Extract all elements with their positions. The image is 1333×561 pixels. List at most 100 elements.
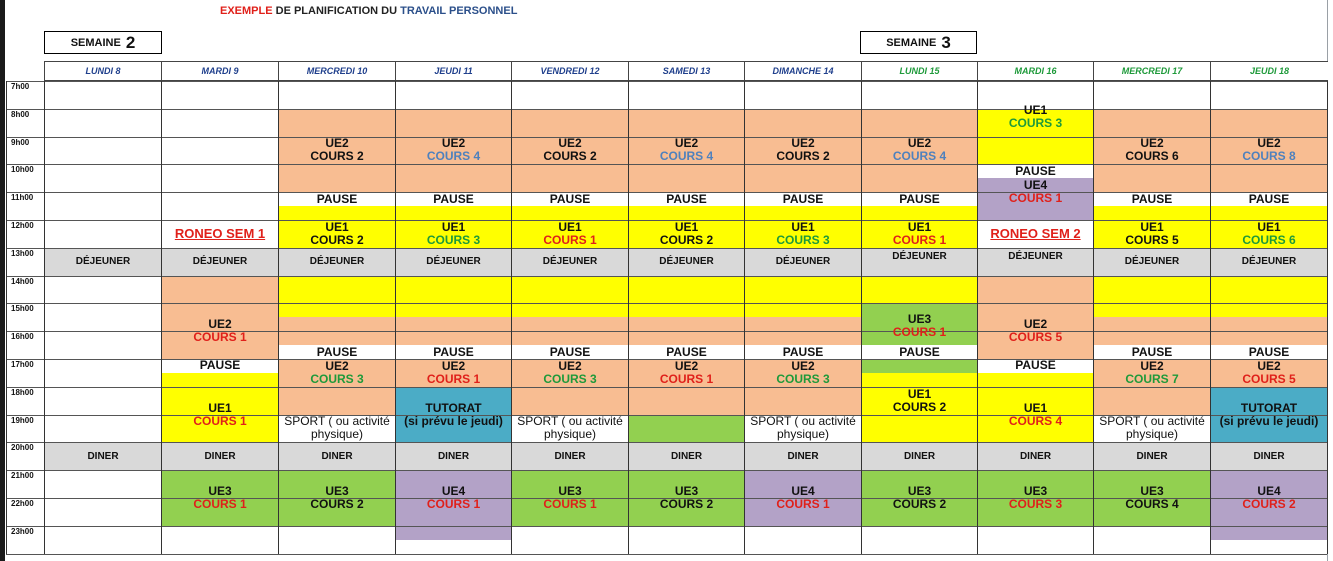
cell-text: DÉJEUNER <box>512 248 628 276</box>
hour-label: 12h00 <box>11 221 34 230</box>
schedule-block <box>396 470 511 540</box>
cell-line-title: UE2 <box>791 358 815 373</box>
cell-line-title: UE2 <box>441 358 466 373</box>
cell-text: PAUSE <box>745 192 861 206</box>
schedule-block <box>45 247 161 276</box>
schedule-block <box>862 206 977 248</box>
cell-text: UE1 COURS 2 <box>279 220 395 248</box>
schedule-block <box>279 108 395 193</box>
row-line <box>6 331 1327 332</box>
cell-text: UE2 COURS 3 <box>512 359 628 387</box>
cell-text: UE1 COURS 2 <box>862 387 977 415</box>
cell-line-course: COURS 1 <box>193 413 247 428</box>
row-line <box>6 554 1327 555</box>
cell-line-course: COURS 3 <box>1008 116 1063 131</box>
cell-line-title: UE3 <box>907 483 932 498</box>
schedule-block <box>1211 206 1327 248</box>
hour-label: 10h00 <box>11 165 34 175</box>
title-part-2: DE PLANIFICATION DU <box>272 5 401 17</box>
cell-line-title: UE1 <box>558 219 582 234</box>
cell-text: UE4 COURS 2 <box>1211 484 1327 512</box>
hour-label: 14h00 <box>11 276 34 286</box>
cell-line-title: UE2 <box>1023 317 1048 332</box>
cell-line-course: COURS 4 <box>1125 496 1179 511</box>
cell-line-course: COURS 2 <box>310 232 364 247</box>
hour-label: 16h00 <box>11 332 34 342</box>
cell-line-title: DINER <box>321 450 353 462</box>
cell-line-title: PAUSE <box>666 191 707 206</box>
day-header: SAMEDI 13 <box>628 61 744 81</box>
cell-text: UE3 COURS 4 <box>1094 470 1210 526</box>
cell-line-title: DINER <box>1136 450 1168 462</box>
schedule-block <box>279 470 395 526</box>
row-line <box>6 192 1327 193</box>
cell-line-title: SPORT ( ou activité <box>284 414 390 429</box>
schedule-block <box>512 275 628 318</box>
cell-line-title: UE1 <box>1140 219 1164 234</box>
row-line <box>6 415 1327 416</box>
cell-line-title: DÉJEUNER <box>75 256 131 268</box>
cell-text: UE2 COURS 5 <box>1211 359 1327 387</box>
cell-line-course: COURS 1 <box>659 371 714 386</box>
cell-line-title: UE1 <box>1257 219 1281 234</box>
column-line <box>628 81 629 554</box>
schedule-block <box>162 372 278 443</box>
schedule-block <box>978 247 1093 276</box>
day-header: MARDI 16 <box>977 61 1093 81</box>
day-header: MERCREDI 17 <box>1093 61 1210 81</box>
schedule-block <box>629 247 744 276</box>
schedule-block <box>862 108 977 193</box>
cell-text: UE2 COURS 2 <box>512 137 628 165</box>
cell-line-course: COURS 2 <box>310 149 364 164</box>
cell-line-title: RONEO SEM 2 <box>990 226 1081 242</box>
cell-text: PAUSE <box>1211 345 1327 359</box>
cell-text: UE1 COURS 3 <box>978 104 1093 130</box>
hour-label: 7h00 <box>11 82 30 91</box>
schedule-block <box>162 247 278 276</box>
cell-text: PAUSE <box>978 359 1093 373</box>
schedule-block <box>1094 206 1210 248</box>
cell-line-title: DINER <box>437 450 470 462</box>
cell-text: DINER <box>629 442 744 470</box>
hour-label: 21h00 <box>11 471 34 481</box>
cell-line-title: UE1 <box>674 219 699 234</box>
cell-line-course: COURS 3 <box>776 371 830 386</box>
schedule-block <box>978 108 1093 165</box>
cell-line-course: COURS 2 <box>1242 496 1296 511</box>
schedule-block <box>745 108 861 193</box>
cell-text: PAUSE <box>512 345 628 359</box>
cell-text: DÉJEUNER <box>745 248 861 276</box>
row-line <box>6 498 1327 499</box>
cell-text: UE4 COURS 1 <box>396 484 511 512</box>
cell-line-course: COURS 4 <box>892 149 947 164</box>
cell-line-title: UE4 <box>441 483 466 498</box>
cell-line-course: COURS 5 <box>1125 232 1179 247</box>
cell-text: PAUSE <box>396 345 511 359</box>
schedule-block <box>396 442 511 471</box>
cell-line-title: PAUSE <box>899 344 940 359</box>
cell-line-title: UE2 <box>674 358 699 373</box>
cell-line-title: UE2 <box>1257 358 1281 373</box>
schedule-block <box>745 442 861 471</box>
page-title: EXEMPLE DE PLANIFICATION DU TRAVAIL PERS… <box>220 5 517 17</box>
cell-line-title: DÉJEUNER <box>775 256 831 268</box>
schedule-block <box>862 359 977 373</box>
cell-text: PAUSE <box>745 345 861 359</box>
title-part-1: EXEMPLE <box>220 5 273 17</box>
schedule-block <box>629 414 744 443</box>
cell-text: SPORT ( ou activité physique) <box>279 415 395 443</box>
title-part-3: TRAVAIL PERSONNEL <box>400 5 518 17</box>
schedule-block <box>512 442 628 471</box>
cell-text: DINER <box>978 442 1093 470</box>
cell-text: UE3 COURS 1 <box>512 470 628 526</box>
row-line <box>6 387 1327 388</box>
cell-line-course: COURS 6 <box>1242 232 1296 247</box>
cell-text: DINER <box>862 442 977 470</box>
schedule-block <box>1211 359 1327 387</box>
schedule-block <box>279 206 395 248</box>
cell-text: DÉJEUNER <box>162 248 278 276</box>
cell-line-course: COURS 1 <box>892 232 947 247</box>
cell-text: TUTORAT (si prévu le jeudi) <box>396 387 511 443</box>
week-3-label: SEMAINE 3 <box>860 31 977 54</box>
cell-text: UE2 COURS 2 <box>745 137 861 165</box>
